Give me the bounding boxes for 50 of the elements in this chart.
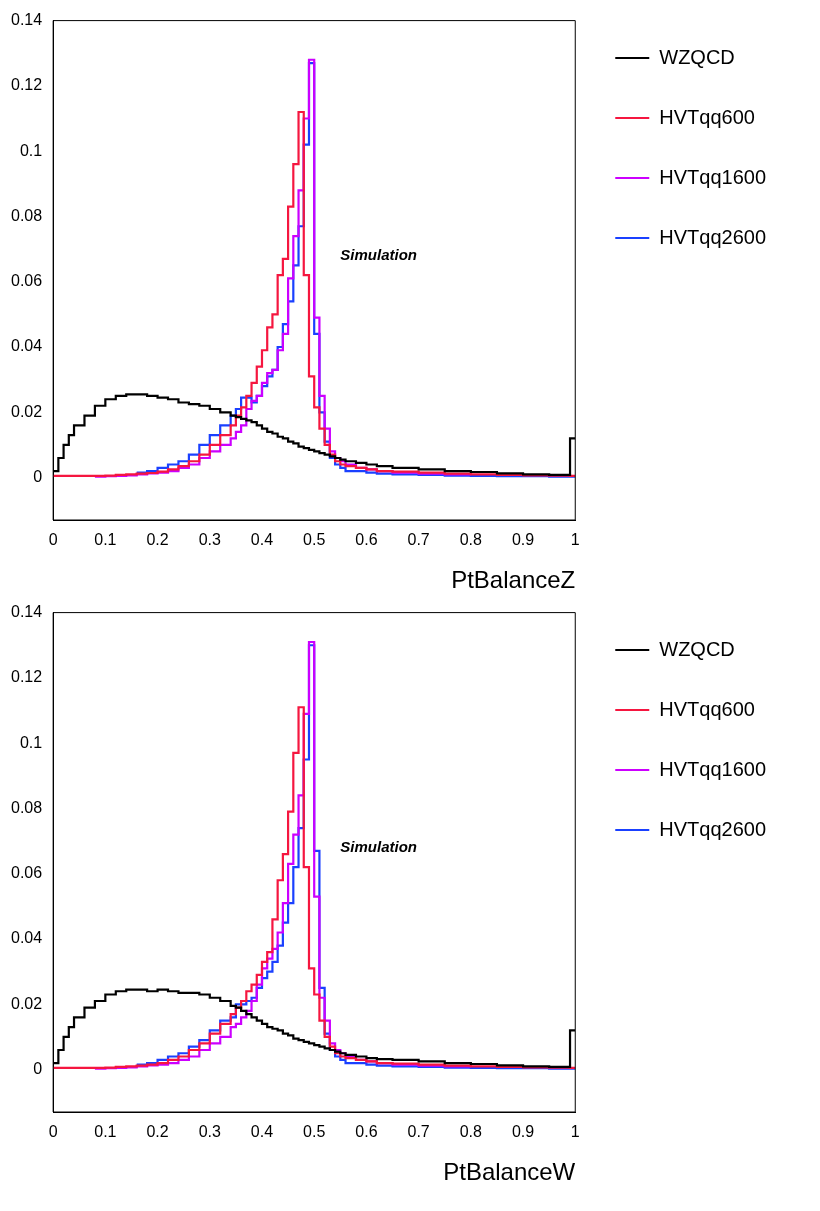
y-tick-label: 0.02 [11,994,43,1012]
legend-label: WZQCD [659,45,735,68]
legend-label: HVTqq600 [659,697,755,720]
x-tick-label: 0.2 [146,1123,169,1141]
x-tick-label: 0.9 [511,1123,535,1141]
x-tick-label: 0.5 [303,531,326,549]
legend-label: HVTqq2600 [659,225,767,248]
y-tick-label: 0.1 [19,141,43,159]
x-tick-label: 0.6 [355,531,378,549]
legend-label: WZQCD [659,637,735,660]
x-tick-label: 0.4 [250,531,274,549]
annotation: Simulation [340,246,417,264]
x-tick-label: 1 [570,1123,580,1141]
x-tick-label: 0.3 [198,1123,221,1141]
x-tick-label: 0.7 [407,1123,430,1141]
y-tick-label: 0.06 [11,864,43,882]
y-tick-label: 0.08 [11,798,43,816]
y-tick-label: 0 [33,1059,43,1077]
legend-label: HVTqq2600 [659,817,767,840]
x-axis-title: PtBalanceW [443,1158,576,1186]
x-tick-label: 1 [570,531,580,549]
x-tick-label: 0.2 [146,531,169,549]
y-tick-label: 0.04 [11,929,43,947]
y-tick-label: 0.12 [11,76,43,94]
x-tick-label: 0.6 [355,1123,378,1141]
x-tick-label: 0 [48,531,58,549]
legend-label: HVTqq1600 [659,757,767,780]
y-tick-label: 0.14 [11,603,43,621]
legend-label: HVTqq600 [659,105,755,128]
legend-label: HVTqq1600 [659,165,767,188]
y-tick-label: 0.06 [11,272,43,290]
y-tick-label: 0.1 [19,733,43,751]
x-tick-label: 0.4 [250,1123,274,1141]
y-tick-label: 0 [33,467,43,485]
x-tick-label: 0 [48,1123,58,1141]
x-tick-label: 0.8 [459,1123,483,1141]
y-tick-label: 0.08 [11,206,43,224]
x-tick-label: 0.7 [407,531,430,549]
x-tick-label: 0.1 [94,1123,117,1141]
x-axis-title: PtBalanceZ [451,566,576,594]
x-tick-label: 0.3 [198,531,221,549]
y-tick-label: 0.12 [11,668,43,686]
annotation: Simulation [340,838,417,856]
x-tick-label: 0.1 [94,531,117,549]
x-tick-label: 0.9 [511,531,535,549]
y-tick-label: 0.02 [11,402,43,420]
y-tick-label: 0.04 [11,337,43,355]
y-tick-label: 0.14 [11,11,43,29]
x-tick-label: 0.5 [303,1123,326,1141]
x-tick-label: 0.8 [459,531,483,549]
